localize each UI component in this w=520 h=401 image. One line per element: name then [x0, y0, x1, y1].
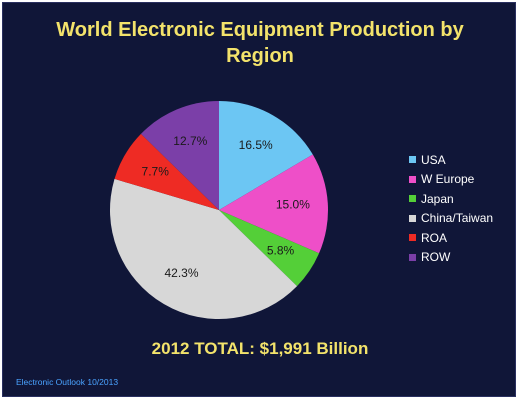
legend-label: China/Taiwan — [421, 211, 494, 226]
pie-slice-w-europe — [219, 154, 329, 254]
pie-label-china-taiwan: 42.3% — [164, 266, 198, 280]
legend-swatch — [409, 175, 416, 183]
legend-swatch — [409, 234, 416, 242]
chart-title-line-2: Region — [226, 45, 294, 67]
pie-slices — [109, 101, 329, 320]
pie-label-japan: 5.8% — [267, 243, 295, 257]
total-label: 2012 TOTAL: $1,991 Billion — [151, 339, 369, 358]
source-note: Electronic Outlook 10/2013 — [16, 377, 119, 387]
pie-slice-usa — [219, 101, 313, 210]
legend-item-usa: USA — [409, 150, 493, 170]
pie-slice-china-taiwan — [109, 178, 298, 320]
legend-swatch — [409, 195, 416, 203]
legend-label: W Europe — [421, 172, 475, 187]
legend-label: Japan — [421, 191, 454, 206]
legend-label: USA — [421, 152, 446, 167]
legend-item-row: ROW — [409, 248, 493, 268]
legend-item-japan: Japan — [409, 189, 493, 209]
pie-chart: 16.5% 15.0% 5.8% 42.3% 7.7% 12.7% — [109, 101, 329, 320]
slide-background: World Electronic Equipment Production by… — [2, 2, 516, 397]
pie-label-w-europe: 15.0% — [276, 198, 310, 212]
chart-title-line-1: World Electronic Equipment Production by — [56, 19, 464, 41]
pie-slice-row — [140, 101, 219, 210]
legend-item-china-taiwan: China/Taiwan — [409, 209, 493, 229]
pie-labels: 16.5% 15.0% 5.8% 42.3% 7.7% 12.7% — [142, 134, 311, 280]
pie-slice-roa — [114, 133, 219, 210]
legend-swatch — [409, 214, 416, 222]
pie-label-row: 12.7% — [173, 134, 207, 148]
legend-swatch — [409, 253, 416, 261]
legend-item-w-europe: W Europe — [409, 170, 493, 190]
pie-slice-japan — [219, 210, 320, 287]
chart-legend: USA W Europe Japan China/Taiwan ROA ROW — [409, 150, 493, 267]
legend-swatch — [409, 156, 416, 164]
legend-label: ROA — [421, 230, 448, 245]
pie-label-usa: 16.5% — [239, 138, 273, 152]
legend-label: ROW — [421, 250, 451, 265]
pie-label-roa: 7.7% — [142, 165, 170, 179]
chart-title: World Electronic Equipment Production by… — [3, 17, 515, 69]
legend-item-roa: ROA — [409, 228, 493, 248]
